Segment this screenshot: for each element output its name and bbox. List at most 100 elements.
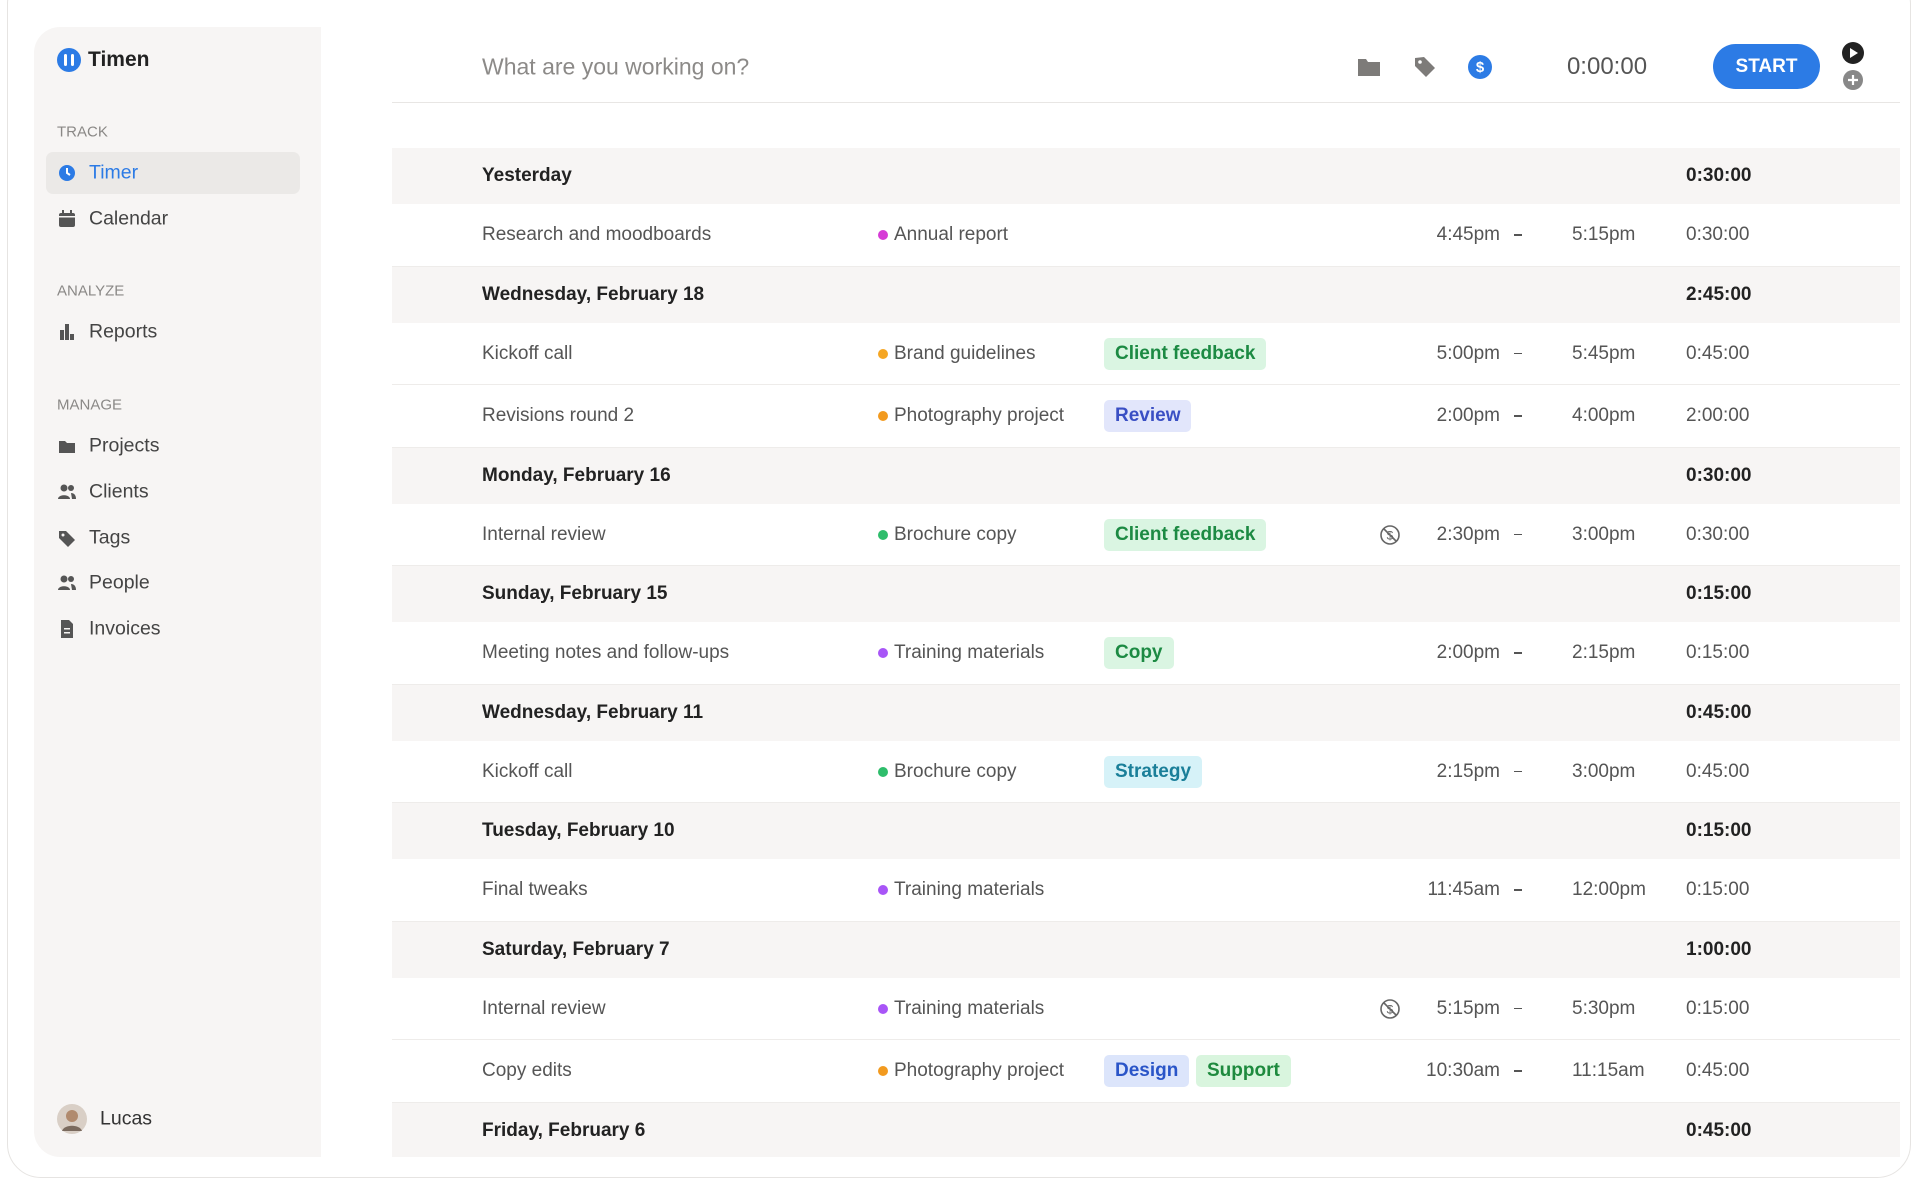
time-entry[interactable]: Research and moodboards Annual report 4:45… <box>392 204 1900 267</box>
nav-item[interactable]: Projects <box>89 434 160 457</box>
time-entry[interactable]: Internal review Brochure copy Client feedb… <box>392 504 1900 566</box>
entry-start[interactable]: 2:15pm <box>1436 760 1500 782</box>
entry-project[interactable]: Photography project <box>894 405 1065 427</box>
entry-start[interactable]: 2:00pm <box>1436 405 1500 427</box>
day-date: Wednesday, February 11 <box>482 701 704 723</box>
day-header <box>392 148 1900 204</box>
entry-description[interactable]: Copy edits <box>482 1060 572 1082</box>
entry-description[interactable]: Research and moodboards <box>482 224 712 246</box>
day-header <box>392 266 1900 323</box>
entry-description[interactable]: Meeting notes and follow-ups <box>482 642 730 664</box>
entry-project[interactable]: Annual report <box>894 224 1009 246</box>
play-mode-button[interactable] <box>1842 42 1864 64</box>
entry-description[interactable]: Final tweaks <box>482 879 588 901</box>
entry-duration[interactable]: 0:15:00 <box>1686 997 1750 1019</box>
entry-end[interactable]: 11:15am <box>1572 1060 1645 1082</box>
nav-item[interactable]: Invoices <box>89 617 161 640</box>
entry-start[interactable]: 5:15pm <box>1436 997 1500 1019</box>
project-dot <box>878 648 888 659</box>
topbar-divider <box>392 102 1900 103</box>
project-dot <box>878 766 888 777</box>
entry-project[interactable]: Training materials <box>894 642 1045 664</box>
nav-item[interactable]: Timer <box>89 161 139 184</box>
time-entry[interactable]: Kickoff call Brand guidelines Client feedb… <box>392 323 1900 385</box>
tag-pill[interactable]: Strategy <box>1104 755 1203 788</box>
nav-item[interactable]: Tags <box>89 526 131 549</box>
entry-start[interactable]: 4:45pm <box>1436 224 1500 246</box>
tag-pill[interactable]: Client feedback <box>1104 518 1267 551</box>
tag-pill[interactable]: Review <box>1104 400 1192 433</box>
time-dash <box>1514 234 1522 236</box>
entry-duration[interactable]: 0:45:00 <box>1686 1060 1750 1082</box>
entry-start[interactable]: 5:00pm <box>1436 342 1500 364</box>
entry-end[interactable]: 3:00pm <box>1572 523 1636 545</box>
time-entry[interactable]: Kickoff call Brochure copy Strategy 2:15pm 3… <box>392 741 1900 803</box>
day-header <box>392 684 1900 741</box>
entry-project[interactable]: Training materials <box>894 997 1045 1019</box>
entry-start[interactable]: 2:30pm <box>1436 523 1500 545</box>
day-date: Tuesday, February 10 <box>482 820 675 841</box>
time-entry[interactable]: Meeting notes and follow-ups Training mat… <box>392 622 1900 685</box>
time-dash <box>1514 415 1522 417</box>
entry-duration[interactable]: 0:45:00 <box>1686 342 1750 364</box>
task-input[interactable]: What are you working on? <box>482 53 750 80</box>
project-button[interactable] <box>1357 56 1381 78</box>
day-header <box>392 803 1900 859</box>
nav-icon <box>60 324 74 340</box>
day-header <box>392 921 1900 978</box>
entry-duration[interactable]: 0:30:00 <box>1686 224 1750 246</box>
svg-text:$: $ <box>1476 59 1485 76</box>
tag-button[interactable] <box>1414 56 1436 78</box>
entry-project[interactable]: Photography project <box>894 1060 1065 1082</box>
day-date: Sunday, February 15 <box>482 583 668 604</box>
day-total: 0:15:00 <box>1686 583 1752 604</box>
entry-description[interactable]: Internal review <box>482 523 606 545</box>
entry-start[interactable]: 10:30am <box>1426 1060 1500 1082</box>
entry-duration[interactable]: 0:15:00 <box>1686 879 1750 901</box>
tag-pill[interactable]: Support <box>1196 1055 1291 1088</box>
user-name[interactable]: Lucas <box>100 1107 153 1130</box>
entry-start[interactable]: 2:00pm <box>1436 642 1500 664</box>
entry-description[interactable]: Kickoff call <box>482 342 573 364</box>
entry-duration[interactable]: 0:15:00 <box>1686 642 1750 664</box>
time-dash <box>1514 533 1522 536</box>
entry-description[interactable]: Revisions round 2 <box>482 405 635 427</box>
entry-end[interactable]: 3:00pm <box>1572 760 1636 782</box>
entry-duration[interactable]: 0:30:00 <box>1686 523 1750 545</box>
entry-end[interactable]: 5:30pm <box>1572 997 1636 1019</box>
entry-project[interactable]: Brochure copy <box>894 523 1017 545</box>
entry-description[interactable]: Kickoff call <box>482 760 573 782</box>
day-date: Wednesday, February 18 <box>482 283 705 305</box>
entry-project[interactable]: Brand guidelines <box>894 342 1036 364</box>
time-entry[interactable]: Copy edits Photography project Design Suppo… <box>392 1040 1900 1103</box>
tag-pill[interactable]: Design <box>1104 1055 1190 1088</box>
entry-end[interactable]: 5:45pm <box>1572 342 1636 364</box>
nav-icon <box>61 620 73 639</box>
time-entry[interactable]: Final tweaks Training materials 11:45am 12:… <box>392 859 1900 922</box>
entry-duration[interactable]: 2:00:00 <box>1686 405 1750 427</box>
nav-item[interactable]: People <box>89 571 150 594</box>
brand-logo <box>57 48 81 72</box>
entry-end[interactable]: 2:15pm <box>1572 642 1636 664</box>
nav-item[interactable]: Reports <box>89 320 158 343</box>
entry-start[interactable]: 11:45am <box>1427 879 1500 901</box>
project-dot <box>878 411 888 422</box>
manual-mode-button[interactable] <box>1843 70 1863 90</box>
entry-project[interactable]: Brochure copy <box>894 760 1017 782</box>
entry-end[interactable]: 12:00pm <box>1572 879 1646 901</box>
nav-item[interactable]: Calendar <box>89 207 169 230</box>
entry-end[interactable]: 5:15pm <box>1572 224 1636 246</box>
entry-project[interactable]: Training materials <box>894 879 1045 901</box>
nav-active-bg <box>46 152 300 194</box>
tag-pill[interactable]: Copy <box>1104 637 1174 670</box>
time-entry[interactable]: Internal review Training materials $5:15pm… <box>392 978 1900 1040</box>
entry-duration[interactable]: 0:45:00 <box>1686 760 1750 782</box>
entry-description[interactable]: Internal review <box>482 997 606 1019</box>
billable-button[interactable]: $ <box>1468 55 1492 79</box>
start-button[interactable]: START <box>1713 44 1820 89</box>
entry-end[interactable]: 4:00pm <box>1572 405 1636 427</box>
tag-pill[interactable]: Client feedback <box>1104 337 1267 370</box>
time-entry[interactable]: Revisions round 2 Photography project Revi… <box>392 385 1900 448</box>
nav-item[interactable]: Clients <box>89 480 149 503</box>
